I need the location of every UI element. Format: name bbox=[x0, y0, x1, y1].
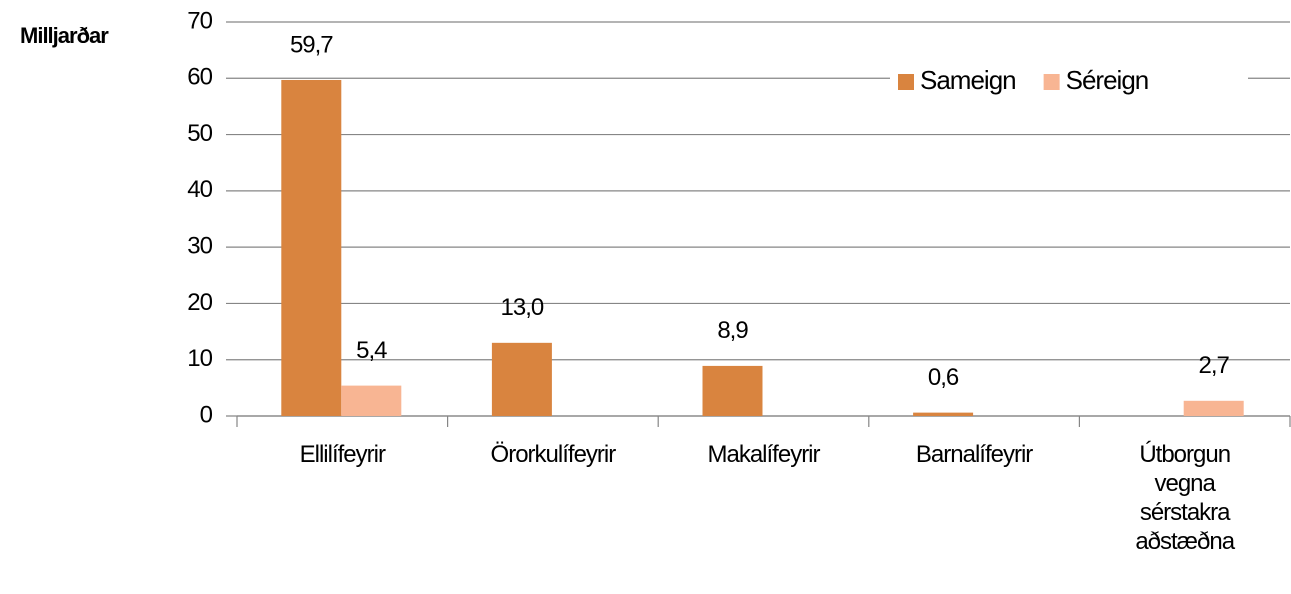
y-tick-label: 50 bbox=[187, 120, 212, 147]
x-tick-label: Útborgun vegna sérstakra aðstæðna bbox=[1135, 441, 1235, 555]
value-label: 8,9 bbox=[717, 317, 748, 344]
legend-bg bbox=[890, 60, 1248, 104]
legend-label: Sameign bbox=[920, 65, 1016, 95]
bar bbox=[702, 365, 763, 416]
legend-label: Séreign bbox=[1066, 65, 1149, 95]
value-label: 5,4 bbox=[356, 337, 387, 364]
value-label: 2,7 bbox=[1199, 352, 1230, 379]
y-tick-label: 40 bbox=[187, 176, 212, 203]
bar bbox=[281, 79, 342, 416]
x-tick-label: Barnalífeyrir bbox=[915, 441, 1033, 468]
legend-swatch bbox=[1043, 74, 1060, 90]
y-tick-label: 60 bbox=[187, 64, 212, 91]
y-tick-label: 0 bbox=[200, 401, 213, 428]
value-label: 13,0 bbox=[501, 294, 544, 321]
y-tick-label: 70 bbox=[187, 7, 212, 34]
legend-swatch bbox=[898, 74, 914, 90]
x-tick-label: Örorkulífeyrir bbox=[490, 441, 617, 468]
x-tick-label: Makalífeyrir bbox=[707, 441, 820, 468]
y-axis-label: Milljarðar bbox=[20, 23, 109, 48]
bar bbox=[341, 385, 402, 416]
y-tick-label: 10 bbox=[187, 345, 212, 372]
y-tick-label: 30 bbox=[187, 232, 212, 259]
x-tick-label: Ellilífeyrir bbox=[299, 441, 386, 468]
value-label: 59,7 bbox=[290, 31, 333, 58]
bar bbox=[913, 412, 974, 416]
y-tick-label: 20 bbox=[187, 289, 212, 316]
bar bbox=[1183, 400, 1244, 416]
bar bbox=[491, 342, 552, 416]
value-label: 0,6 bbox=[928, 364, 959, 391]
